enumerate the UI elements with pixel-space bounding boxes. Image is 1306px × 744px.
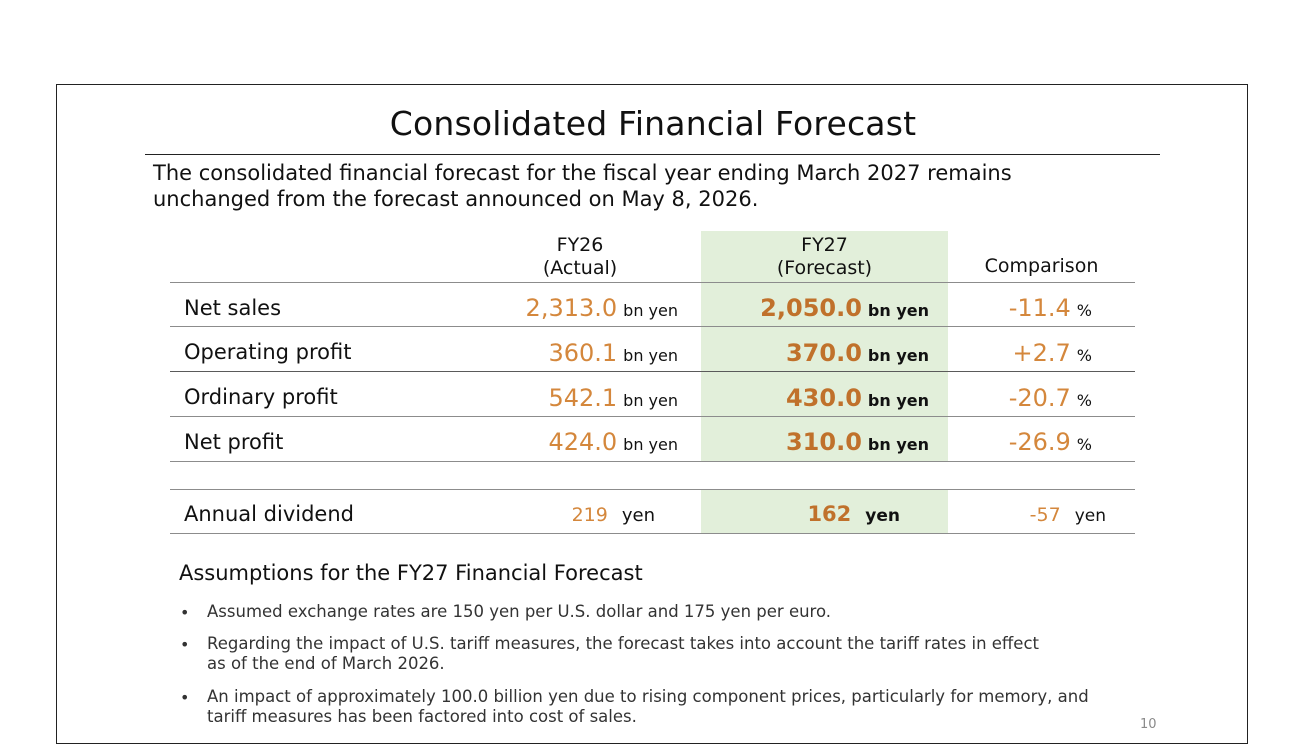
dividend-fy27-value: 162 — [807, 502, 852, 526]
header-fy27-type: (Forecast) — [776, 257, 873, 279]
assumption-item-1: Assumed exchange rates are 150 yen per U… — [207, 602, 1137, 622]
ordinary-profit-fy27-value: 430.0 — [785, 384, 862, 412]
row-label-operating-profit: Operating profit — [184, 340, 352, 364]
assumption-item-3: An impact of approximately 100.0 billion… — [207, 687, 1137, 727]
operating-profit-fy26: 360.1 bn yen — [548, 339, 678, 367]
dividend-fy27-unit: yen — [865, 506, 900, 526]
ordinary-profit-fy26-unit: bn yen — [623, 391, 678, 410]
page-number: 10 — [1140, 717, 1157, 732]
net-sales-fy27: 2,050.0 bn yen — [760, 294, 929, 322]
operating-profit-comparison-value: +2.7 — [1012, 339, 1071, 367]
table-rule-row1 — [170, 326, 1135, 327]
operating-profit-fy27: 370.0 bn yen — [786, 339, 929, 367]
net-profit-fy27: 310.0 bn yen — [786, 428, 929, 456]
ordinary-profit-fy27-unit: bn yen — [867, 391, 929, 410]
row-label-net-profit: Net profit — [184, 430, 284, 454]
dividend-fy26-value: 219 — [571, 504, 608, 526]
dividend-fy26-unit: yen — [621, 505, 655, 526]
table-rule-header — [170, 282, 1135, 283]
bullet-marker-2: • — [180, 635, 190, 654]
page-title: Consolidated Financial Forecast — [389, 104, 917, 143]
table-rule-dividend-bottom — [170, 533, 1135, 534]
net-profit-comparison: -26.9% — [1009, 428, 1092, 456]
dividend-fy27: 162 yen — [807, 502, 900, 526]
table-rule-dividend-top — [170, 489, 1135, 490]
intro-paragraph: The consolidated financial forecast for … — [153, 160, 1133, 212]
dividend-comparison: -57 yen — [1030, 504, 1106, 526]
net-profit-fy26-unit: bn yen — [623, 435, 678, 454]
assumption-item-1-line-1: Assumed exchange rates are 150 yen per U… — [207, 602, 832, 621]
net-profit-fy26-value: 424.0 — [548, 428, 618, 456]
ordinary-profit-fy26: 542.1 bn yen — [548, 384, 678, 412]
title-divider — [145, 154, 1160, 155]
header-fy27-year: FY27 — [801, 234, 848, 256]
operating-profit-fy26-value: 360.1 — [548, 339, 618, 367]
assumption-item-2-line-1: Regarding the impact of U.S. tariff meas… — [207, 634, 1039, 653]
ordinary-profit-comparison-value: -20.7 — [1008, 384, 1071, 412]
assumption-item-2: Regarding the impact of U.S. tariff meas… — [207, 634, 1137, 674]
forecast-column-band — [701, 231, 948, 462]
header-fy26-type: (Actual) — [542, 257, 618, 279]
header-fy26: FY26 (Actual) — [480, 234, 680, 280]
net-sales-comparison-unit: % — [1076, 301, 1092, 320]
assumption-item-2-line-2: as of the end of March 2026. — [207, 654, 445, 673]
table-rule-row2 — [170, 371, 1135, 372]
ordinary-profit-comparison-unit: % — [1076, 391, 1092, 410]
header-fy27: FY27 (Forecast) — [701, 234, 948, 280]
net-sales-comparison: -11.4% — [1009, 294, 1092, 322]
operating-profit-fy26-unit: bn yen — [623, 346, 678, 365]
net-profit-comparison-unit: % — [1076, 435, 1092, 454]
row-label-ordinary-profit: Ordinary profit — [184, 385, 338, 409]
dividend-fy26: 219 yen — [572, 504, 655, 526]
assumptions-title: Assumptions for the FY27 Financial Forec… — [179, 561, 643, 585]
net-sales-fy26: 2,313.0 bn yen — [526, 294, 678, 322]
net-profit-fy26: 424.0 bn yen — [548, 428, 678, 456]
operating-profit-fy27-unit: bn yen — [867, 346, 929, 365]
row-label-net-sales: Net sales — [184, 296, 282, 320]
intro-line-2: unchanged from the forecast announced on… — [153, 187, 759, 211]
net-sales-fy27-value: 2,050.0 — [760, 294, 862, 322]
table-rule-row4 — [170, 461, 1135, 462]
net-sales-fy26-unit: bn yen — [623, 301, 678, 320]
ordinary-profit-fy27: 430.0 bn yen — [786, 384, 929, 412]
net-profit-fy27-value: 310.0 — [785, 428, 862, 456]
operating-profit-comparison-unit: % — [1076, 346, 1092, 365]
bullet-marker-3: • — [180, 688, 190, 707]
net-sales-fy27-unit: bn yen — [867, 301, 929, 320]
assumption-item-3-line-1: An impact of approximately 100.0 billion… — [207, 687, 1089, 706]
ordinary-profit-fy26-value: 542.1 — [548, 384, 618, 412]
intro-line-1: The consolidated financial forecast for … — [153, 161, 1012, 185]
net-profit-comparison-value: -26.9 — [1008, 428, 1071, 456]
forecast-dividend-band — [701, 490, 948, 534]
ordinary-profit-comparison: -20.7% — [1009, 384, 1092, 412]
net-sales-comparison-value: -11.4 — [1008, 294, 1071, 322]
net-profit-fy27-unit: bn yen — [867, 435, 929, 454]
bullet-marker-1: • — [180, 603, 190, 622]
header-fy26-year: FY26 — [556, 234, 604, 256]
header-comparison: Comparison — [984, 255, 1099, 277]
row-label-annual-dividend: Annual dividend — [184, 502, 354, 526]
net-sales-fy26-value: 2,313.0 — [525, 294, 618, 322]
dividend-comparison-value: -57 — [1029, 504, 1061, 526]
assumption-item-3-line-2: tariff measures has been factored into c… — [207, 707, 637, 726]
operating-profit-comparison: +2.7% — [1013, 339, 1092, 367]
table-rule-row3 — [170, 416, 1135, 417]
dividend-comparison-unit: yen — [1074, 506, 1106, 526]
operating-profit-fy27-value: 370.0 — [785, 339, 862, 367]
